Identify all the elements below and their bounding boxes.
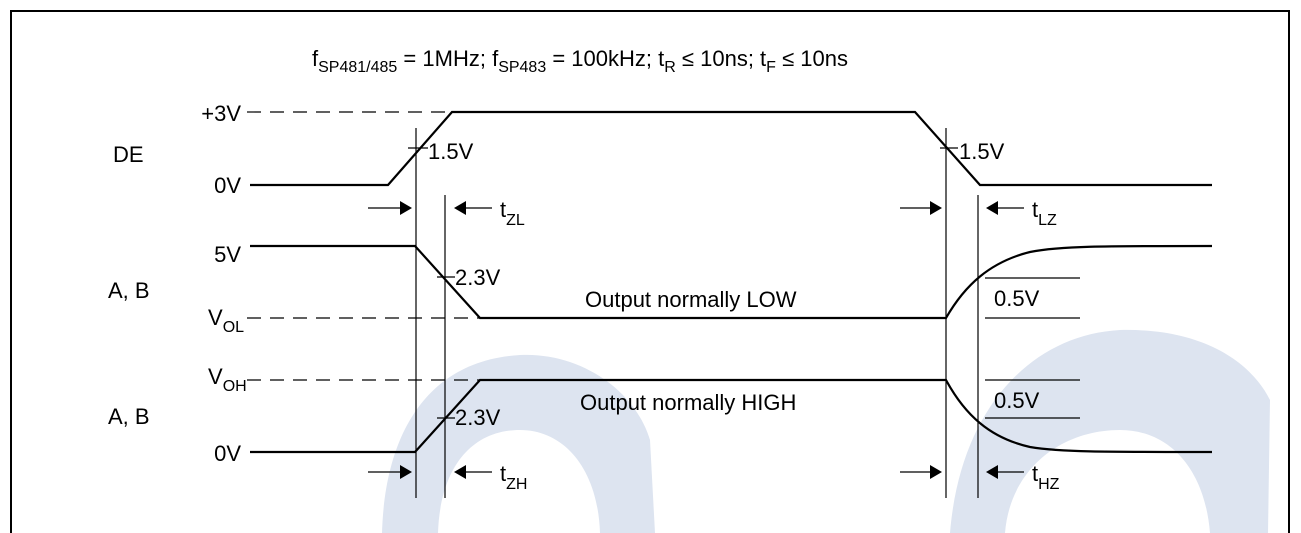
arrow-tlz-right — [986, 201, 1024, 215]
threshold-high-cross: 2.3V — [455, 405, 501, 430]
de-waveform — [250, 110, 1212, 187]
threshold-low-cross: 2.3V — [455, 265, 501, 290]
level-label-de-0v: 0V — [214, 173, 241, 198]
arrow-tzh-right — [454, 465, 492, 479]
timing-label-tlz: tLZ — [1032, 197, 1057, 229]
timing-label-thz: tHZ — [1032, 461, 1060, 493]
level-label-plus3v: +3V — [201, 101, 241, 126]
annotation-normally-low: Output normally LOW — [585, 287, 797, 312]
output-high-waveform — [250, 378, 1213, 454]
signal-label-ab-low: A, B — [108, 278, 150, 303]
diagram-frame — [10, 10, 1290, 533]
timing-label-tzl: tZL — [500, 197, 525, 229]
arrow-tzl-left — [368, 201, 412, 215]
output-low-waveform — [250, 244, 1213, 320]
timing-label-tzh: tZH — [500, 461, 527, 493]
delta-high-label: 0.5V — [994, 388, 1040, 413]
arrow-thz-left — [900, 465, 942, 479]
arrow-tlz-left — [900, 201, 942, 215]
threshold-de-rise: 1.5V — [428, 139, 474, 164]
level-label-vol: VOL — [208, 305, 244, 336]
threshold-de-fall: 1.5V — [959, 139, 1005, 164]
level-label-bottom-0v: 0V — [214, 441, 241, 466]
level-label-voh: VOH — [208, 364, 247, 395]
arrow-tzh-left — [368, 465, 412, 479]
delta-low-label: 0.5V — [994, 286, 1040, 311]
conditions-header: fSP481/485 = 1MHz; fSP483 = 100kHz; tR ≤… — [312, 46, 848, 76]
arrow-tzl-right — [454, 201, 492, 215]
arrow-thz-right — [986, 465, 1024, 479]
watermark-right-shape — [950, 329, 1270, 533]
watermark-left-shape — [382, 354, 655, 533]
signal-label-ab-high: A, B — [108, 404, 150, 429]
signal-label-de: DE — [113, 142, 144, 167]
annotation-normally-high: Output normally HIGH — [580, 390, 796, 415]
level-label-5v: 5V — [214, 242, 241, 267]
